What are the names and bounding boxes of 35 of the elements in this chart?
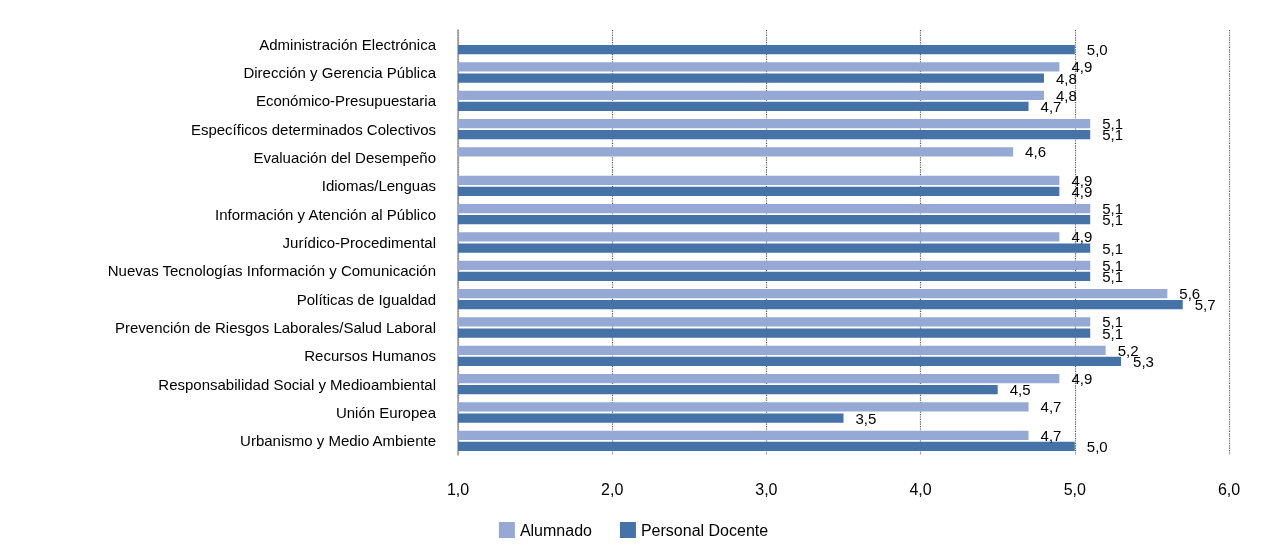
y-tick-label: Idiomas/Lenguas [321,177,436,195]
data-label: 4,9 [1071,228,1093,246]
data-label: 5,0 [1086,437,1108,455]
data-label: 4,7 [1040,426,1062,444]
x-tick-label: 2,0 [601,480,624,498]
data-label: 4,7 [1040,398,1062,416]
y-tick-label: Responsabilidad Social y Medioambiental [158,375,436,393]
x-tick-label: 5,0 [1063,480,1087,498]
y-tick-label: Urbanismo y Medio Ambiente [240,432,436,450]
y-tick-label: Evaluación del Desempeño [253,149,436,166]
legend-label: Personal Docente [640,521,769,539]
data-label: 4,9 [1071,171,1093,189]
y-tick-label: Económico-Presupuestaria [255,92,437,110]
x-tick-label: 3,0 [755,480,778,498]
data-label: 4,5 [1009,381,1031,399]
data-label: 4,6 [1025,143,1046,161]
y-tick-label: Nuevas Tecnologías Información y Comunicación [107,262,436,280]
data-label: 4,9 [1071,370,1093,388]
data-label: 5,0 [1086,41,1108,59]
y-tick-label: Específicos determinados Colectivos [190,120,436,138]
data-label: 5,1 [1102,256,1124,274]
data-label: 3,5 [855,409,877,427]
y-tick-label: Recursos Humanos [304,347,436,365]
y-tick-label: Información y Atención al Público [215,205,436,223]
x-tick-label: 6,0 [1217,480,1241,498]
y-tick-label: Jurídico-Procedimental [282,234,436,251]
y-tick-label: Políticas de Igualdad [296,290,436,308]
x-tick-label: 4,0 [909,480,932,498]
y-tick-label: Dirección y Gerencia Pública [243,64,437,81]
x-tick-label: 1,0 [446,480,470,498]
y-tick-label: Prevención de Riesgos Laborales/Salud Laboral [114,319,436,336]
y-tick-label: Unión Europea [335,404,437,421]
y-tick-label: Administración Electrónica [259,35,437,53]
legend-label: Alumnado [519,521,593,539]
data-label: 5,1 [1102,239,1124,257]
